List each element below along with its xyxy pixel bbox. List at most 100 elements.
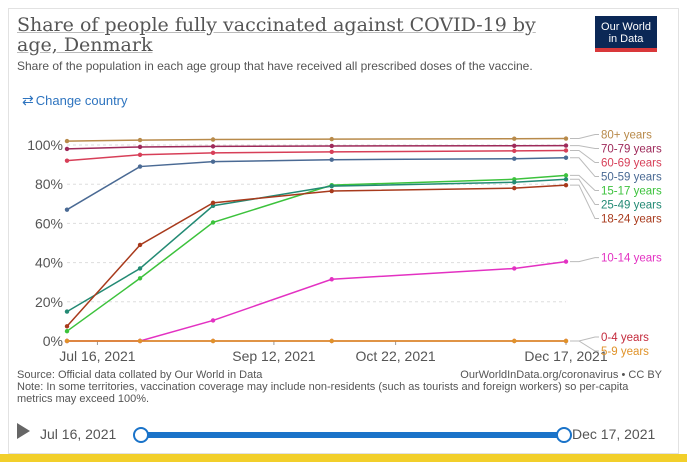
data-point	[512, 338, 517, 344]
data-point	[64, 138, 70, 144]
y-tick-label: 0%	[43, 333, 63, 349]
data-point	[563, 182, 569, 188]
change-country-button[interactable]: ⇄ Change country	[22, 92, 128, 109]
data-point	[512, 156, 517, 161]
series-line-25-49-years	[66, 178, 567, 313]
data-point	[563, 155, 569, 160]
legend-leader-line	[570, 174, 599, 192]
data-point	[329, 149, 334, 155]
series-line-50-59-years	[66, 156, 567, 211]
data-point	[137, 152, 143, 157]
x-tick-label: Sep 12, 2021	[232, 348, 316, 364]
data-point	[64, 207, 70, 212]
data-point	[137, 242, 143, 248]
data-point	[329, 338, 334, 344]
logo-line1: Our World	[601, 21, 651, 33]
series-line-60-69-years	[66, 149, 567, 162]
data-point	[512, 266, 517, 271]
legend-leader-line	[570, 184, 599, 220]
source-url[interactable]: OurWorldInData.org/coronavirus • CC BY	[460, 369, 662, 381]
data-point	[512, 148, 517, 154]
legend-leader-line	[570, 340, 599, 352]
legend-leader-line	[570, 336, 599, 342]
timeline-end-label: Dec 17, 2021	[572, 426, 656, 442]
legend-label: 0-4 years	[601, 332, 649, 344]
data-point	[563, 143, 569, 148]
data-point	[210, 220, 216, 225]
data-point	[329, 143, 334, 149]
swap-arrows-icon: ⇄	[22, 92, 34, 108]
data-point	[512, 180, 517, 185]
data-point	[210, 200, 216, 206]
legend-label: 60-69 years	[601, 158, 662, 170]
y-tick-label: 20%	[35, 294, 63, 310]
data-point	[210, 144, 216, 149]
bottom-accent-bar	[0, 454, 687, 462]
data-point	[210, 137, 216, 142]
note-text: Note: In some territories, vaccination c…	[17, 381, 629, 405]
data-point	[137, 276, 143, 281]
data-point	[512, 143, 517, 148]
data-point	[210, 150, 216, 156]
legend-leader-line	[570, 178, 599, 206]
data-point	[563, 259, 569, 264]
source-text: Source: Official data collated by Our Wo…	[17, 369, 263, 381]
legend-leader-line	[570, 257, 599, 263]
data-point	[137, 137, 143, 143]
data-point	[64, 324, 70, 329]
data-point	[329, 277, 334, 282]
data-point	[329, 157, 334, 162]
data-point	[512, 136, 517, 141]
data-point	[137, 164, 143, 169]
logo-line2: in Data	[608, 33, 644, 45]
series-line-15-17-years	[66, 174, 567, 332]
data-point	[137, 338, 143, 344]
data-point	[563, 148, 569, 153]
data-point	[210, 159, 216, 164]
data-point	[64, 338, 70, 344]
data-point	[210, 318, 216, 323]
legend-label: 80+ years	[601, 130, 652, 142]
chart-title[interactable]: Share of people fully vaccinated against…	[17, 14, 536, 56]
series-line-18-24-years	[66, 184, 567, 327]
legend-label: 25-49 years	[601, 200, 662, 212]
legend-leader-line	[570, 145, 599, 150]
timeline-start-handle[interactable]	[133, 427, 149, 443]
legend-label: 70-79 years	[601, 144, 662, 156]
y-tick-label: 100%	[27, 137, 63, 153]
data-point	[210, 338, 216, 344]
x-tick-label: Jul 16, 2021	[59, 348, 135, 364]
legend-label: 15-17 years	[601, 186, 662, 198]
chart-subtitle: Share of the population in each age grou…	[17, 59, 533, 73]
x-tick-label: Dec 17, 2021	[524, 348, 607, 364]
data-point	[563, 177, 569, 182]
timeline-start-label: Jul 16, 2021	[40, 426, 117, 442]
legend-leader-line	[570, 157, 599, 178]
data-point	[329, 188, 334, 194]
data-point	[64, 146, 70, 152]
data-point	[329, 136, 334, 142]
data-point	[64, 329, 70, 334]
timeline-slider: Jul 16, 2021 Dec 17, 2021	[0, 415, 687, 445]
data-point	[64, 309, 70, 314]
timeline-track[interactable]	[137, 432, 564, 438]
timeline-end-handle[interactable]	[556, 427, 572, 443]
data-point	[329, 183, 334, 189]
y-tick-label: 40%	[35, 255, 63, 271]
x-tick-label: Oct 22, 2021	[356, 348, 436, 364]
owid-logo[interactable]: Our World in Data	[595, 16, 657, 52]
y-tick-label: 80%	[35, 176, 63, 192]
play-icon[interactable]	[17, 423, 30, 439]
legend-label: 18-24 years	[601, 214, 662, 226]
data-point	[563, 338, 569, 344]
line-chart: 0% 20% 40% 60% 80% 100% Jul 16, 2021 Sep 12, 20…	[27, 130, 662, 364]
legend-leader-line	[570, 134, 599, 140]
legend-label: 50-59 years	[601, 172, 662, 184]
series-line-70-79-years	[66, 144, 567, 150]
data-point	[137, 266, 143, 271]
legend-label: 5-9 years	[601, 346, 649, 358]
data-point	[563, 173, 569, 178]
chart-footer: Source: Official data collated by Our Wo…	[17, 369, 662, 405]
y-tick-label: 60%	[35, 215, 63, 231]
data-point	[563, 136, 569, 141]
